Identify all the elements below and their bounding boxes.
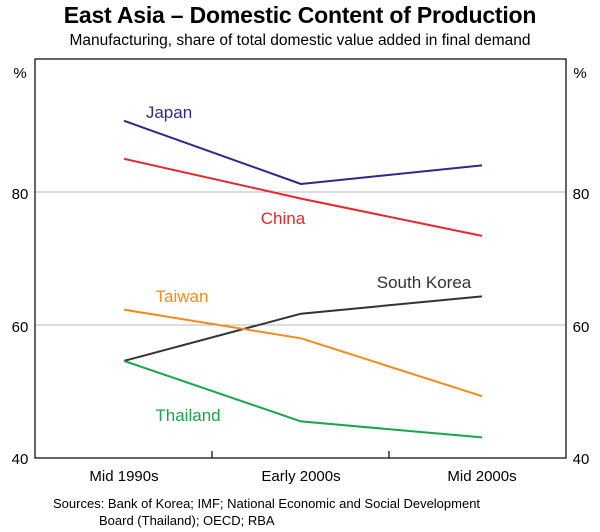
sources-note-line-2: Board (Thailand); OECD; RBA <box>99 513 275 528</box>
x-tick-label-early-2000s: Early 2000s <box>261 468 340 485</box>
series-line-taiwan <box>123 308 483 398</box>
y-tick-label-right-80: 80 <box>573 186 590 203</box>
y-tick-label-right-40: 40 <box>573 451 590 468</box>
y-tick-label-left-40: 40 <box>12 451 29 468</box>
gridlines <box>35 191 566 326</box>
x-ticks <box>211 451 390 458</box>
sources-note-line-1: Sources: Bank of Korea; IMF; National Ec… <box>53 496 481 511</box>
x-tick-label-mid-2000s: Mid 2000s <box>447 468 516 485</box>
plot-frame <box>34 58 567 459</box>
series-label-south-korea: South Korea <box>377 273 472 292</box>
chart-subtitle: Manufacturing, share of total domestic v… <box>69 32 531 49</box>
series-line-china <box>123 157 483 237</box>
y-axis-unit-right: % <box>573 65 586 82</box>
y-tick-label-right-60: 60 <box>573 319 590 336</box>
series-lines <box>123 119 483 439</box>
y-axis-unit-left: % <box>13 65 26 82</box>
y-tick-label-left-80: 80 <box>12 186 29 203</box>
x-tick-label-mid-1990s: Mid 1990s <box>89 468 158 485</box>
series-line-thailand <box>123 359 483 439</box>
y-tick-label-left-60: 60 <box>12 319 29 336</box>
series-line-japan <box>123 119 483 185</box>
series-label-japan: Japan <box>146 103 192 122</box>
series-label-thailand: Thailand <box>155 406 220 425</box>
series-label-taiwan: Taiwan <box>156 287 209 306</box>
series-label-china: China <box>261 209 306 228</box>
series-line-south-korea <box>123 295 483 362</box>
chart-title: East Asia – Domestic Content of Producti… <box>63 2 537 28</box>
